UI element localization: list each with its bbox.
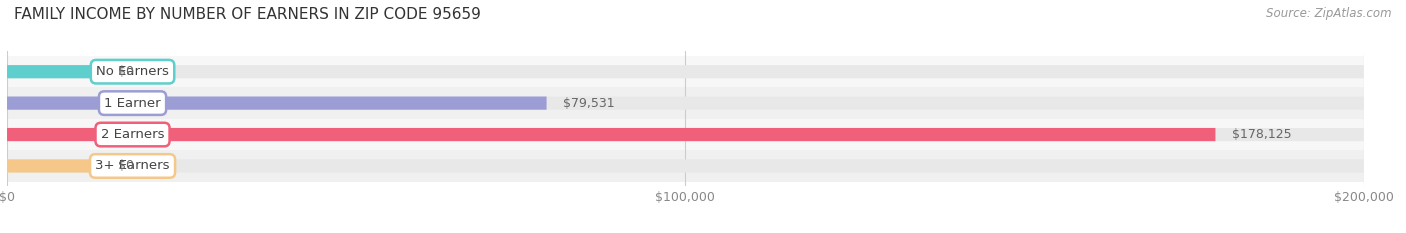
FancyBboxPatch shape	[7, 56, 1364, 87]
FancyBboxPatch shape	[7, 128, 1364, 141]
Text: $0: $0	[118, 65, 135, 78]
FancyBboxPatch shape	[7, 159, 103, 173]
FancyBboxPatch shape	[7, 96, 547, 110]
FancyBboxPatch shape	[7, 128, 1215, 141]
FancyBboxPatch shape	[7, 119, 1364, 150]
Text: FAMILY INCOME BY NUMBER OF EARNERS IN ZIP CODE 95659: FAMILY INCOME BY NUMBER OF EARNERS IN ZI…	[14, 7, 481, 22]
Text: Source: ZipAtlas.com: Source: ZipAtlas.com	[1267, 7, 1392, 20]
FancyBboxPatch shape	[7, 150, 1364, 182]
Text: $0: $0	[118, 159, 135, 172]
Text: 2 Earners: 2 Earners	[101, 128, 165, 141]
FancyBboxPatch shape	[7, 65, 103, 78]
FancyBboxPatch shape	[7, 87, 1364, 119]
Text: 3+ Earners: 3+ Earners	[96, 159, 170, 172]
FancyBboxPatch shape	[7, 96, 1364, 110]
FancyBboxPatch shape	[7, 159, 1364, 173]
FancyBboxPatch shape	[7, 65, 1364, 78]
Text: 1 Earner: 1 Earner	[104, 97, 160, 110]
Text: $79,531: $79,531	[562, 97, 614, 110]
Text: $178,125: $178,125	[1232, 128, 1291, 141]
Text: No Earners: No Earners	[96, 65, 169, 78]
